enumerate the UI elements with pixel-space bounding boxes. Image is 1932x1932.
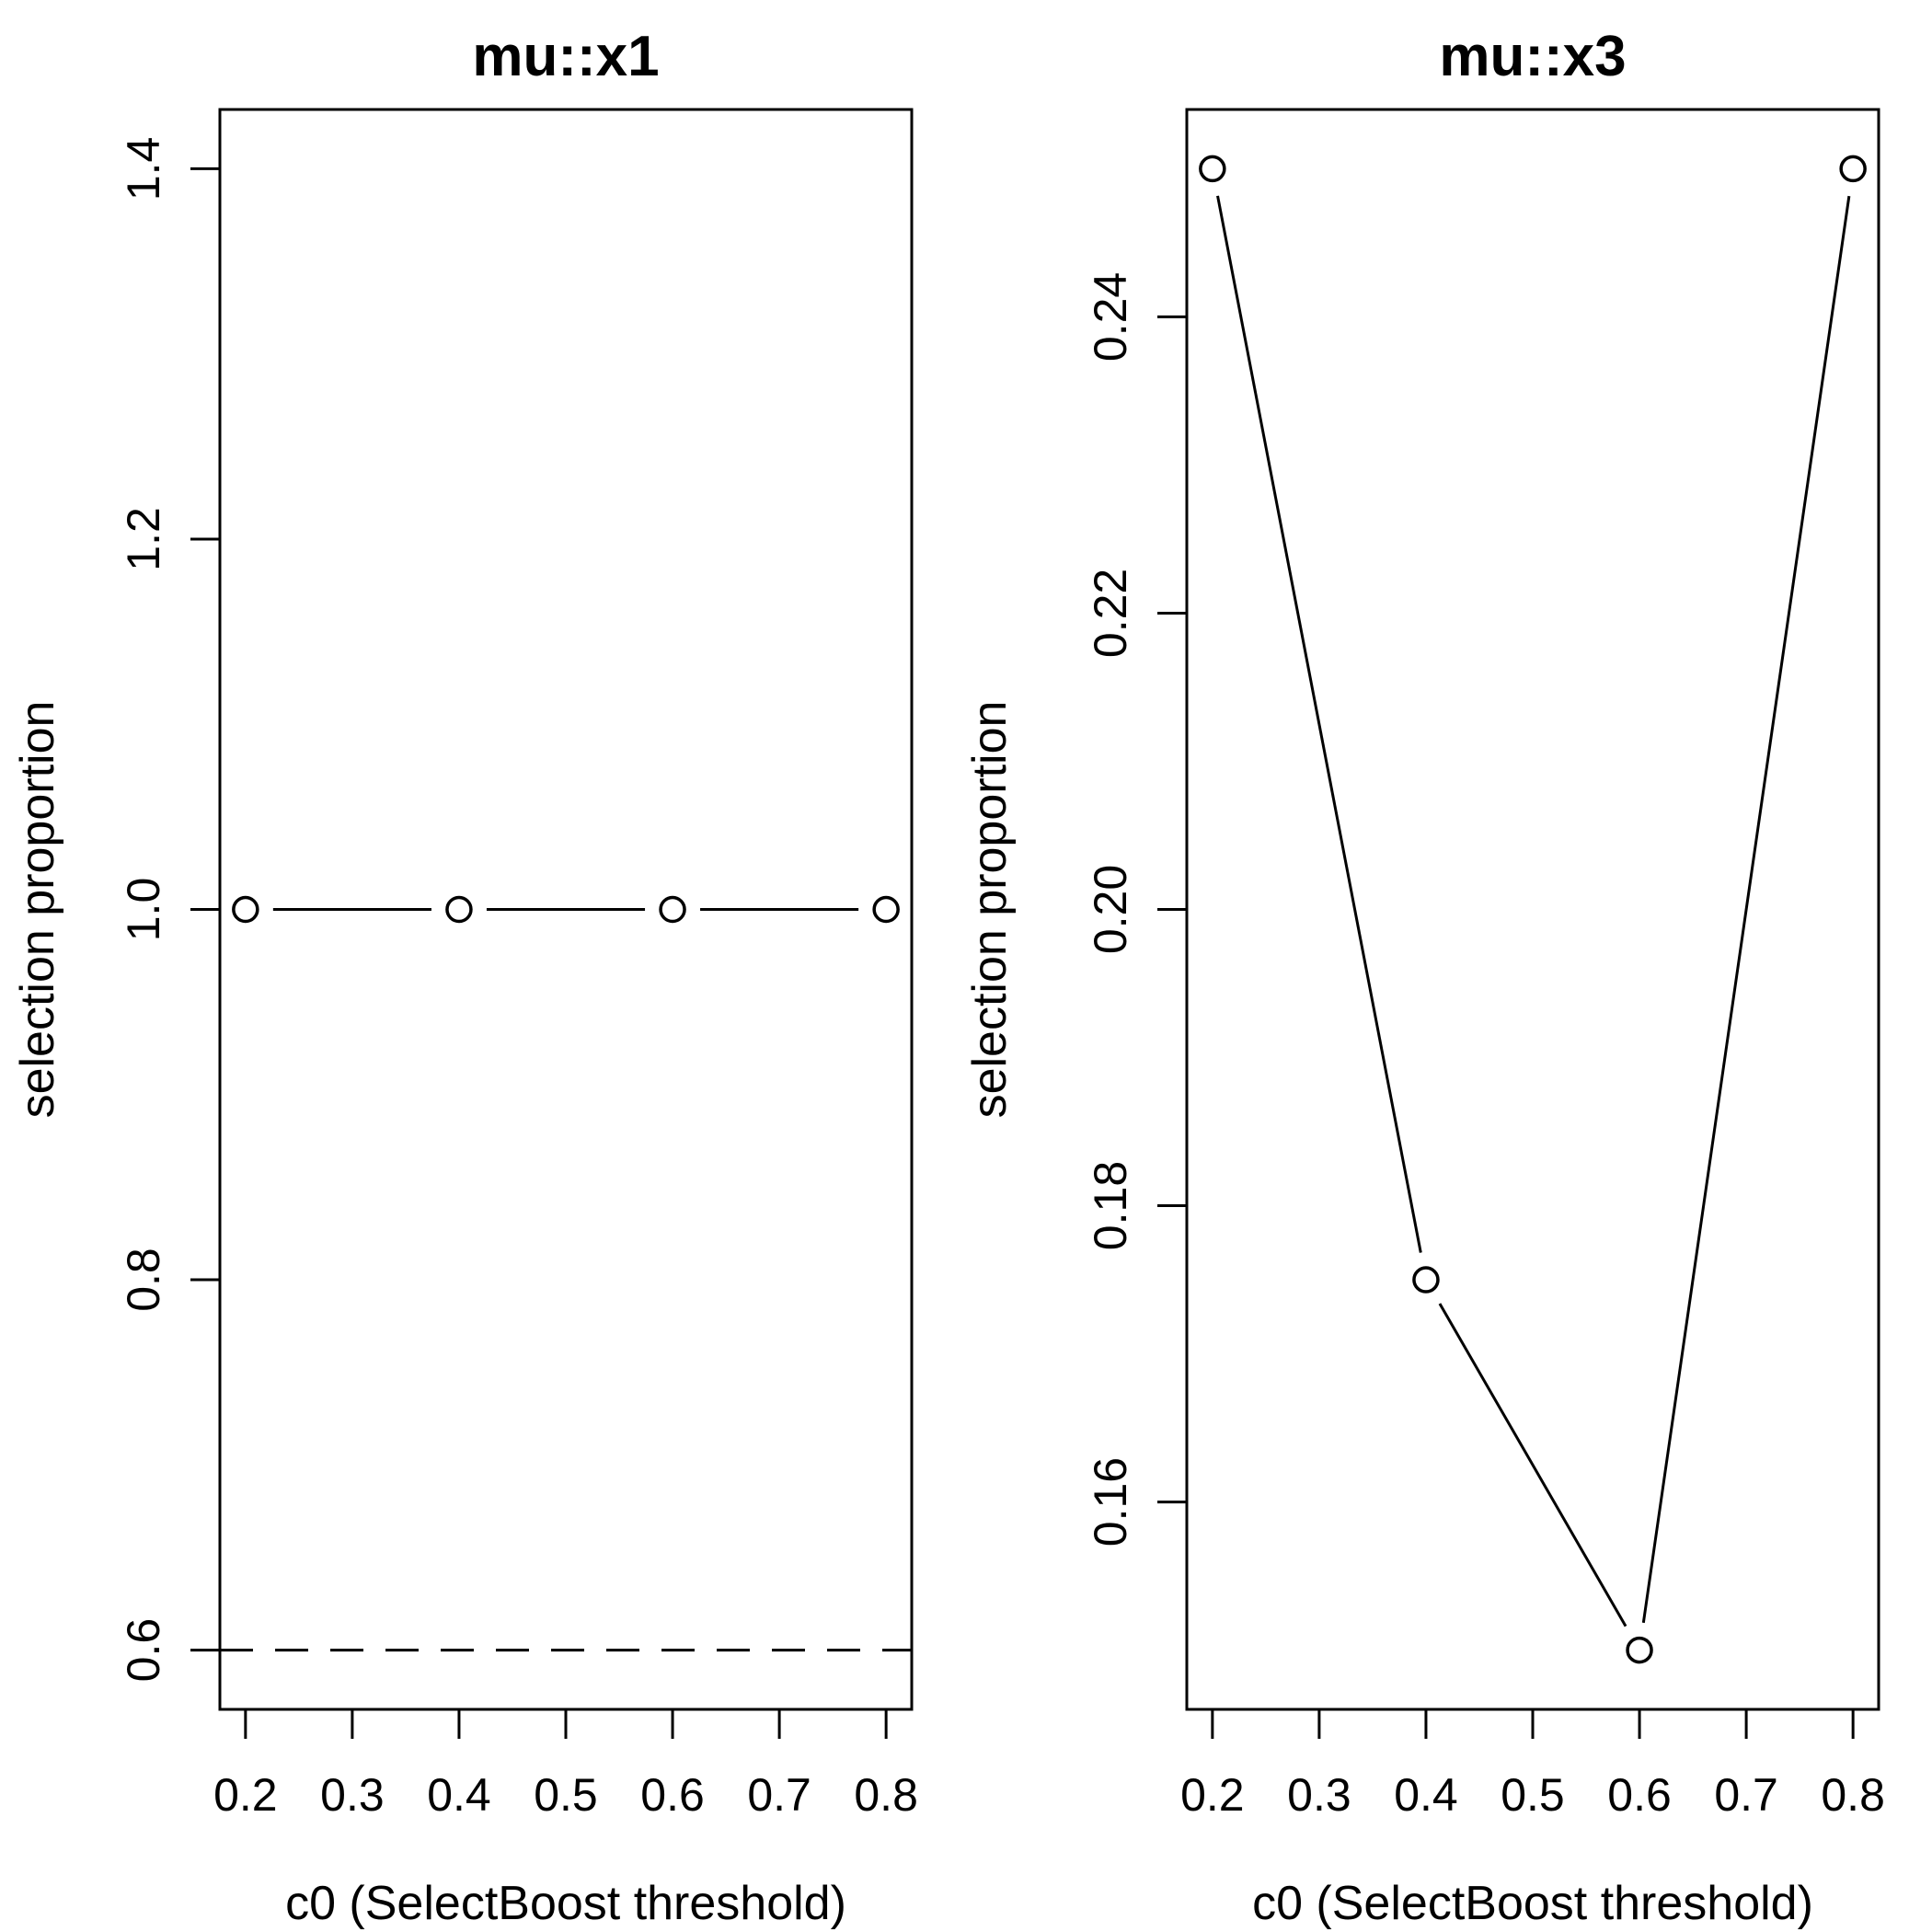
x-tick-label: 0.4 xyxy=(1394,1769,1458,1821)
data-point xyxy=(872,895,900,924)
data-point xyxy=(1412,1266,1440,1294)
x-tick-label: 0.6 xyxy=(1607,1769,1672,1821)
plot-box xyxy=(1185,108,1880,1711)
x-axis-label: c0 (SelectBoost threshold) xyxy=(1252,1877,1813,1930)
y-tick-label: 0.16 xyxy=(1085,1457,1136,1547)
x-tick-label: 0.5 xyxy=(1501,1769,1565,1821)
series-segment xyxy=(1216,195,1422,1253)
series-segment xyxy=(1438,1303,1627,1627)
y-tick-label: 1.2 xyxy=(118,507,169,571)
x-tick-label: 0.8 xyxy=(854,1769,918,1821)
x-tick-label: 0.2 xyxy=(213,1769,278,1821)
y-tick-label: 0.18 xyxy=(1085,1161,1136,1250)
y-axis-label: selection proportion xyxy=(963,701,1017,1119)
y-tick-label: 0.8 xyxy=(118,1248,169,1312)
x-tick-label: 0.7 xyxy=(1714,1769,1778,1821)
x-tick-label: 0.4 xyxy=(427,1769,491,1821)
data-point xyxy=(1839,155,1867,183)
plot-title: mu::x1 xyxy=(472,25,659,88)
plot-title: mu::x3 xyxy=(1439,25,1626,88)
x-tick-label: 0.3 xyxy=(320,1769,385,1821)
y-tick-label: 1.0 xyxy=(118,878,169,942)
y-tick-label: 0.24 xyxy=(1085,272,1136,362)
x-tick-label: 0.5 xyxy=(534,1769,598,1821)
x-tick-label: 0.2 xyxy=(1180,1769,1245,1821)
x-tick-label: 0.3 xyxy=(1287,1769,1351,1821)
plot-panel-mu-x1: mu::x10.2 0.3 0.4 0.5 0.6 0.7 0.80.60.81.01.21… xyxy=(11,25,918,1930)
data-point xyxy=(445,895,473,924)
y-axis-label: selection proportion xyxy=(11,701,64,1119)
data-point xyxy=(1199,155,1226,183)
x-tick-label: 0.6 xyxy=(640,1769,705,1821)
series-segment xyxy=(1641,195,1851,1624)
x-tick-label: 0.8 xyxy=(1821,1769,1885,1821)
data-point xyxy=(1626,1636,1653,1664)
y-tick-label: 0.20 xyxy=(1085,865,1136,954)
x-axis-label: c0 (SelectBoost threshold) xyxy=(285,1877,846,1930)
data-point xyxy=(659,895,686,924)
y-tick-label: 0.22 xyxy=(1085,569,1136,658)
data-point xyxy=(232,895,259,924)
plot-panel-mu-x3: mu::x30.2 0.3 0.4 0.5 0.6 0.7 0.8 0.16 0.18 0.20 0… xyxy=(963,25,1885,1930)
y-tick-label: 0.6 xyxy=(118,1618,169,1683)
x-tick-label: 0.7 xyxy=(747,1769,811,1821)
y-tick-label: 1.4 xyxy=(118,137,169,201)
